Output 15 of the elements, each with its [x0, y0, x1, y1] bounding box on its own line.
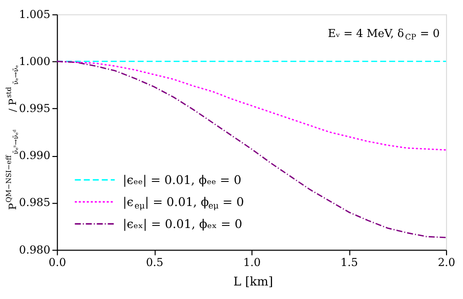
- line-series: [56, 60, 447, 238]
- x-axis-title: L [km]: [233, 274, 274, 289]
- x-tick-label: 2.0: [438, 256, 456, 270]
- x-tick-label: 0.5: [146, 256, 164, 270]
- y-tick-label: 0.995: [18, 102, 50, 115]
- y-tick-label: 1.005: [18, 8, 50, 21]
- y-tick-label: 0.980: [18, 243, 50, 256]
- y-tick-label: 1.000: [18, 54, 50, 68]
- legend-label: |ϵₑₓ| = 0.01, ϕₑₓ = 0: [122, 216, 242, 231]
- x-tick-label: 1.0: [243, 256, 261, 270]
- y-tick-label: 0.990: [18, 149, 50, 162]
- y-tick-label: 0.985: [18, 196, 50, 210]
- x-tick-label: 1.5: [340, 256, 358, 270]
- x-tick-label: 0.0: [48, 256, 66, 270]
- legend-label: |ϵₑₑ| = 0.01, ϕₑₑ = 0: [122, 172, 242, 187]
